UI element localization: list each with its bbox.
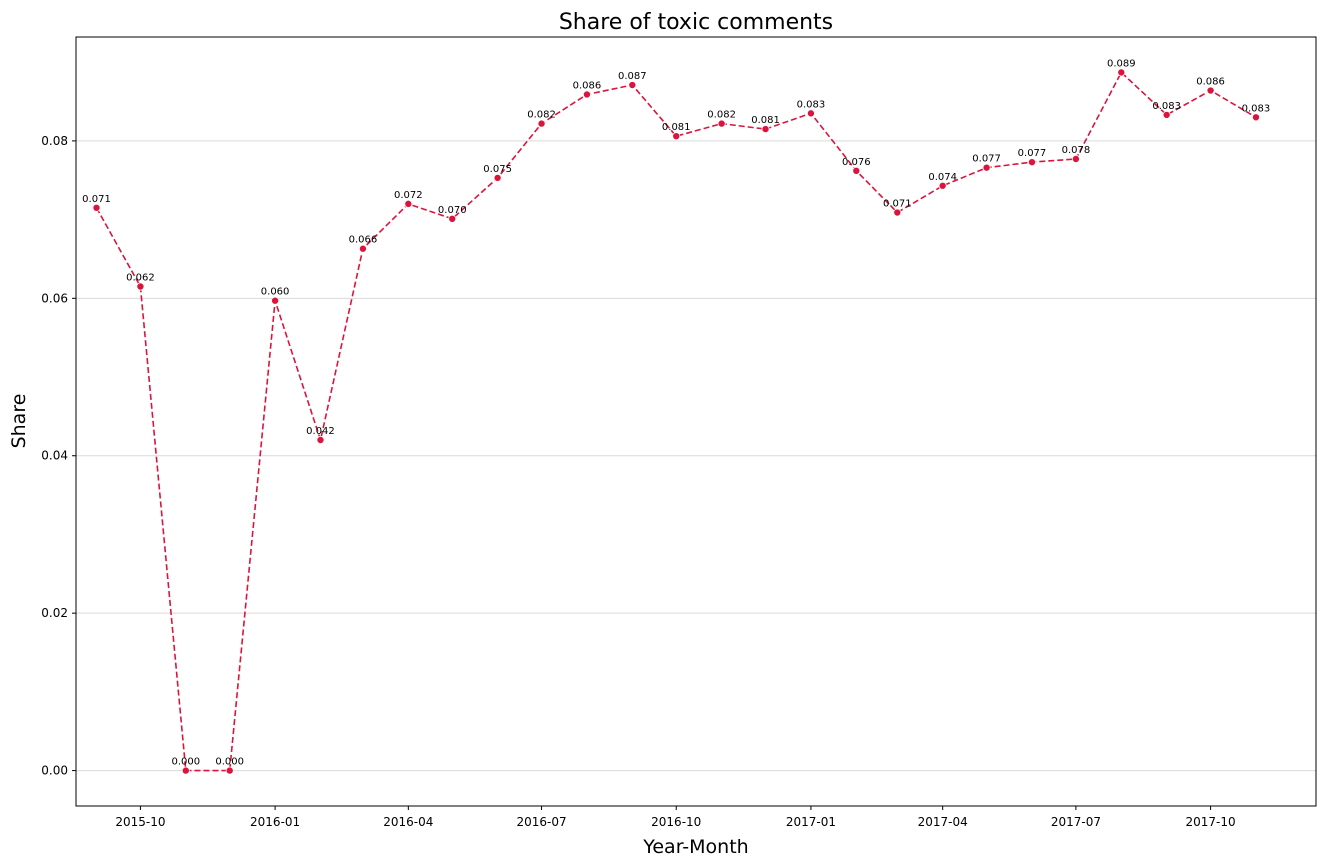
- x-tick-label: 2016-04: [383, 815, 433, 829]
- x-tick-label: 2017-07: [1051, 815, 1101, 829]
- data-point: [761, 125, 770, 134]
- data-label: 0.042: [306, 426, 335, 437]
- data-label: 0.000: [215, 757, 244, 768]
- data-point: [448, 214, 457, 223]
- x-axis-title: Year-Month: [642, 836, 748, 858]
- data-label: 0.086: [573, 80, 602, 91]
- data-point: [1206, 86, 1215, 95]
- data-label: 0.070: [438, 205, 467, 216]
- y-tick-label: 0.02: [41, 606, 68, 620]
- data-label: 0.081: [662, 122, 691, 133]
- data-point: [717, 119, 726, 128]
- data-label: 0.060: [261, 287, 290, 298]
- data-point: [806, 109, 815, 118]
- x-tick-label: 2015-10: [115, 815, 165, 829]
- plot-frame: [75, 36, 1317, 807]
- data-label: 0.075: [483, 164, 512, 175]
- data-point: [271, 296, 280, 305]
- data-point: [1071, 155, 1080, 164]
- x-axis: 2015-10 2016-01 2016-04 2016-07 2016-10 2017-…: [115, 806, 1236, 829]
- data-point: [1251, 113, 1260, 122]
- series-group: [92, 68, 1260, 775]
- data-label: 0.087: [618, 71, 647, 82]
- data-point: [582, 90, 591, 99]
- data-point: [92, 203, 101, 212]
- data-labels-group: 0.071 0.062 0.000 0.000 0.060 0.042 0.066 0.072…: [82, 58, 1270, 767]
- data-point: [404, 199, 413, 208]
- data-point: [852, 166, 861, 175]
- data-label: 0.082: [707, 110, 736, 121]
- x-tick-label: 2016-10: [651, 815, 701, 829]
- x-tick-label: 2017-10: [1186, 815, 1236, 829]
- y-tick-label: 0.06: [41, 291, 68, 305]
- data-point: [136, 282, 145, 291]
- y-tick-label: 0.00: [41, 764, 68, 778]
- x-tick-label: 2017-04: [918, 815, 968, 829]
- data-label: 0.000: [171, 757, 200, 768]
- grid-lines: [76, 140, 1316, 772]
- data-point: [358, 244, 367, 253]
- y-tick-label: 0.04: [41, 449, 68, 463]
- data-label: 0.081: [751, 115, 780, 126]
- data-point: [1027, 158, 1036, 167]
- y-axis: 0.00 0.02 0.04 0.06 0.08: [41, 134, 76, 778]
- data-point: [1117, 68, 1126, 77]
- data-point: [537, 119, 546, 128]
- data-point: [181, 766, 190, 775]
- data-label: 0.074: [928, 172, 957, 183]
- x-tick-label: 2016-07: [516, 815, 566, 829]
- data-label: 0.083: [1152, 101, 1181, 112]
- data-point: [893, 208, 902, 217]
- data-label: 0.077: [972, 154, 1001, 165]
- data-point: [628, 81, 637, 90]
- data-point: [938, 181, 947, 190]
- data-label: 0.062: [126, 273, 155, 284]
- x-tick-label: 2016-01: [250, 815, 300, 829]
- data-label: 0.082: [527, 110, 556, 121]
- data-label: 0.078: [1062, 145, 1091, 156]
- data-label: 0.083: [1242, 103, 1271, 114]
- data-point: [316, 435, 325, 444]
- data-label: 0.089: [1107, 58, 1136, 69]
- series-line: [95, 71, 1257, 772]
- data-point: [672, 132, 681, 141]
- data-label: 0.076: [842, 157, 871, 168]
- data-label: 0.071: [883, 199, 912, 210]
- y-axis-title: Share: [8, 394, 30, 449]
- data-label: 0.086: [1196, 77, 1225, 88]
- data-point: [493, 173, 502, 182]
- data-label: 0.066: [349, 235, 378, 246]
- chart-title: Share of toxic comments: [559, 10, 833, 35]
- x-tick-label: 2017-01: [786, 815, 836, 829]
- y-tick-label: 0.08: [41, 134, 68, 148]
- data-label: 0.072: [394, 190, 423, 201]
- data-point: [982, 163, 991, 172]
- data-point: [225, 766, 234, 775]
- data-label: 0.071: [82, 194, 111, 205]
- data-label: 0.083: [797, 99, 826, 110]
- data-label: 0.077: [1018, 148, 1047, 159]
- data-point: [1162, 110, 1171, 119]
